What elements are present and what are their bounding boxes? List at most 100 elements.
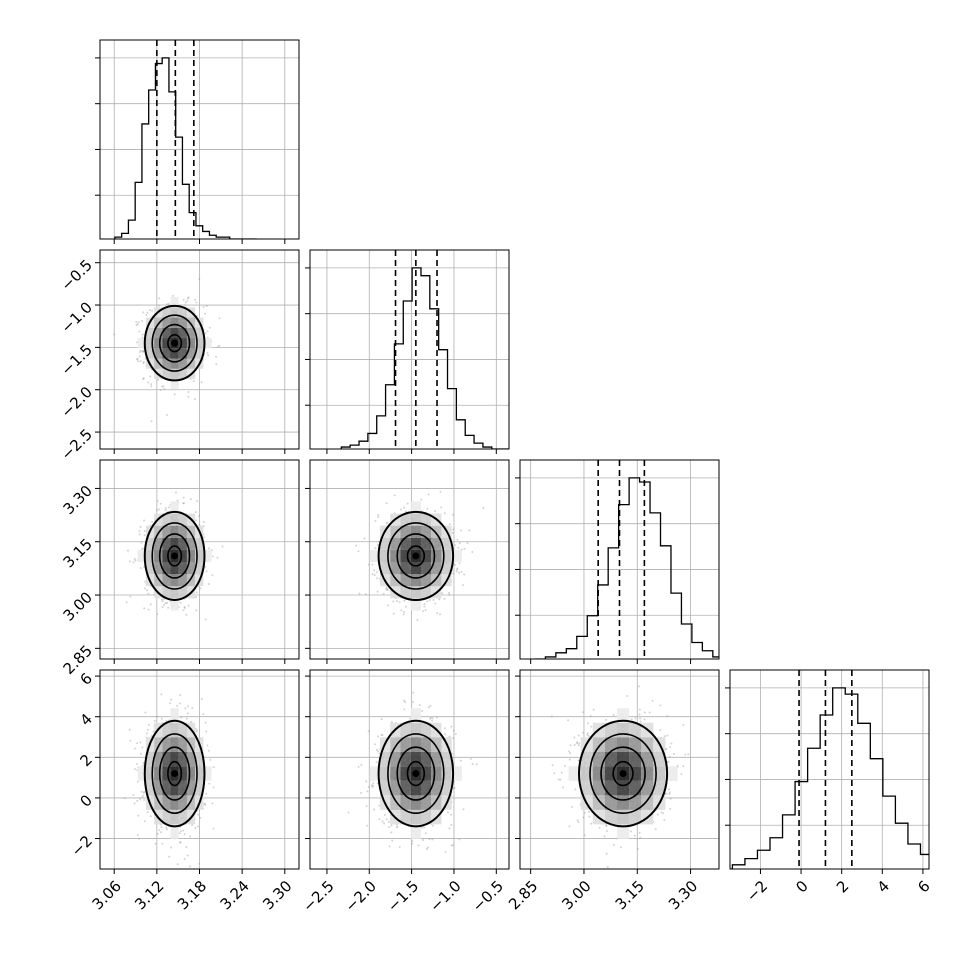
sample-point: [159, 502, 162, 505]
sample-point: [185, 717, 188, 720]
y-tick-label: −1.5: [58, 341, 96, 379]
sample-point: [443, 597, 446, 600]
density-cell: [451, 766, 462, 781]
sample-point: [385, 502, 388, 505]
x-tick-label: −1.0: [426, 877, 464, 915]
density-cell: [178, 317, 187, 328]
sample-point: [207, 547, 210, 550]
contour-line: [143, 719, 206, 828]
sample-point: [371, 785, 374, 788]
sample-point: [139, 525, 142, 528]
density-cell: [390, 780, 401, 796]
density-cell: [154, 795, 163, 810]
sample-point: [205, 792, 208, 795]
density-cell: [400, 766, 411, 781]
density-peak: [412, 552, 420, 560]
density-cell: [410, 501, 421, 514]
sample-point: [142, 377, 145, 380]
density-cell: [162, 348, 171, 359]
density-cell: [410, 598, 421, 611]
sample-point: [176, 863, 179, 866]
sample-point: [193, 398, 196, 401]
sample-point: [371, 785, 374, 788]
sample-point: [168, 506, 171, 509]
density-cell: [170, 348, 179, 359]
density-cell: [145, 751, 155, 767]
x-tick-label: 3.30: [259, 877, 295, 913]
density-cell: [178, 327, 187, 339]
sample-point: [154, 842, 157, 845]
sample-point: [365, 805, 368, 808]
sample-point: [364, 593, 367, 596]
density-cell: [400, 574, 411, 587]
sample-point: [204, 332, 207, 335]
sample-point: [391, 839, 394, 842]
sample-point: [192, 379, 195, 382]
sample-point: [195, 609, 198, 612]
contour-line: [151, 522, 198, 590]
sample-point: [360, 791, 363, 794]
sample-point: [194, 511, 197, 514]
sample-point: [418, 704, 421, 707]
sample-point: [421, 609, 424, 612]
y-tick-label: 3.00: [60, 588, 96, 624]
density-cell: [195, 780, 204, 796]
sample-point: [139, 798, 142, 801]
sample-point: [183, 857, 186, 860]
sample-point: [432, 598, 435, 601]
sample-point: [458, 562, 461, 565]
contour-line: [377, 719, 455, 828]
density-peak: [171, 339, 179, 347]
sample-point: [187, 391, 190, 394]
sample-point: [179, 702, 182, 705]
sample-point: [153, 719, 156, 722]
density-cell: [410, 824, 421, 839]
sample-point: [439, 613, 442, 616]
sample-point: [143, 530, 146, 533]
sample-point: [209, 758, 212, 761]
sample-point: [202, 521, 205, 524]
x-tick-label: 3.12: [131, 877, 167, 913]
contour-line: [406, 545, 426, 567]
sample-point: [390, 824, 393, 827]
sample-point: [450, 844, 453, 847]
sample-point: [448, 593, 451, 596]
sample-point: [129, 739, 132, 742]
sample-point: [149, 603, 152, 606]
sample-point: [202, 536, 205, 539]
sample-point: [377, 540, 380, 543]
density-cell: [431, 525, 442, 538]
sample-point: [443, 732, 446, 735]
y-tick-label: 2.85: [60, 642, 96, 678]
sample-point: [198, 515, 201, 518]
sample-point: [178, 832, 181, 835]
sample-point: [161, 385, 164, 388]
density-cell: [400, 549, 411, 563]
sample-point: [207, 354, 210, 357]
sample-point: [471, 763, 474, 766]
sample-point: [139, 567, 142, 570]
sample-point: [164, 509, 167, 512]
sample-point: [145, 314, 148, 317]
sample-point: [132, 793, 135, 796]
density-cell: [400, 586, 411, 599]
density-cell: [178, 307, 187, 318]
sample-point: [393, 494, 396, 497]
sample-point: [378, 752, 381, 755]
panel-frame: [519, 459, 720, 660]
sample-point: [149, 815, 152, 818]
density-cell: [390, 549, 401, 563]
sample-point: [144, 587, 147, 590]
density-cell: [162, 525, 171, 538]
density-cell: [178, 586, 187, 599]
sample-point: [137, 814, 140, 817]
sample-point: [463, 547, 466, 550]
sample-point: [417, 844, 420, 847]
density-cell: [410, 780, 421, 796]
contour-line: [396, 746, 436, 801]
density-cell: [162, 795, 171, 810]
sample-point: [128, 728, 131, 731]
density-cell: [145, 338, 155, 349]
sample-point: [123, 797, 126, 800]
